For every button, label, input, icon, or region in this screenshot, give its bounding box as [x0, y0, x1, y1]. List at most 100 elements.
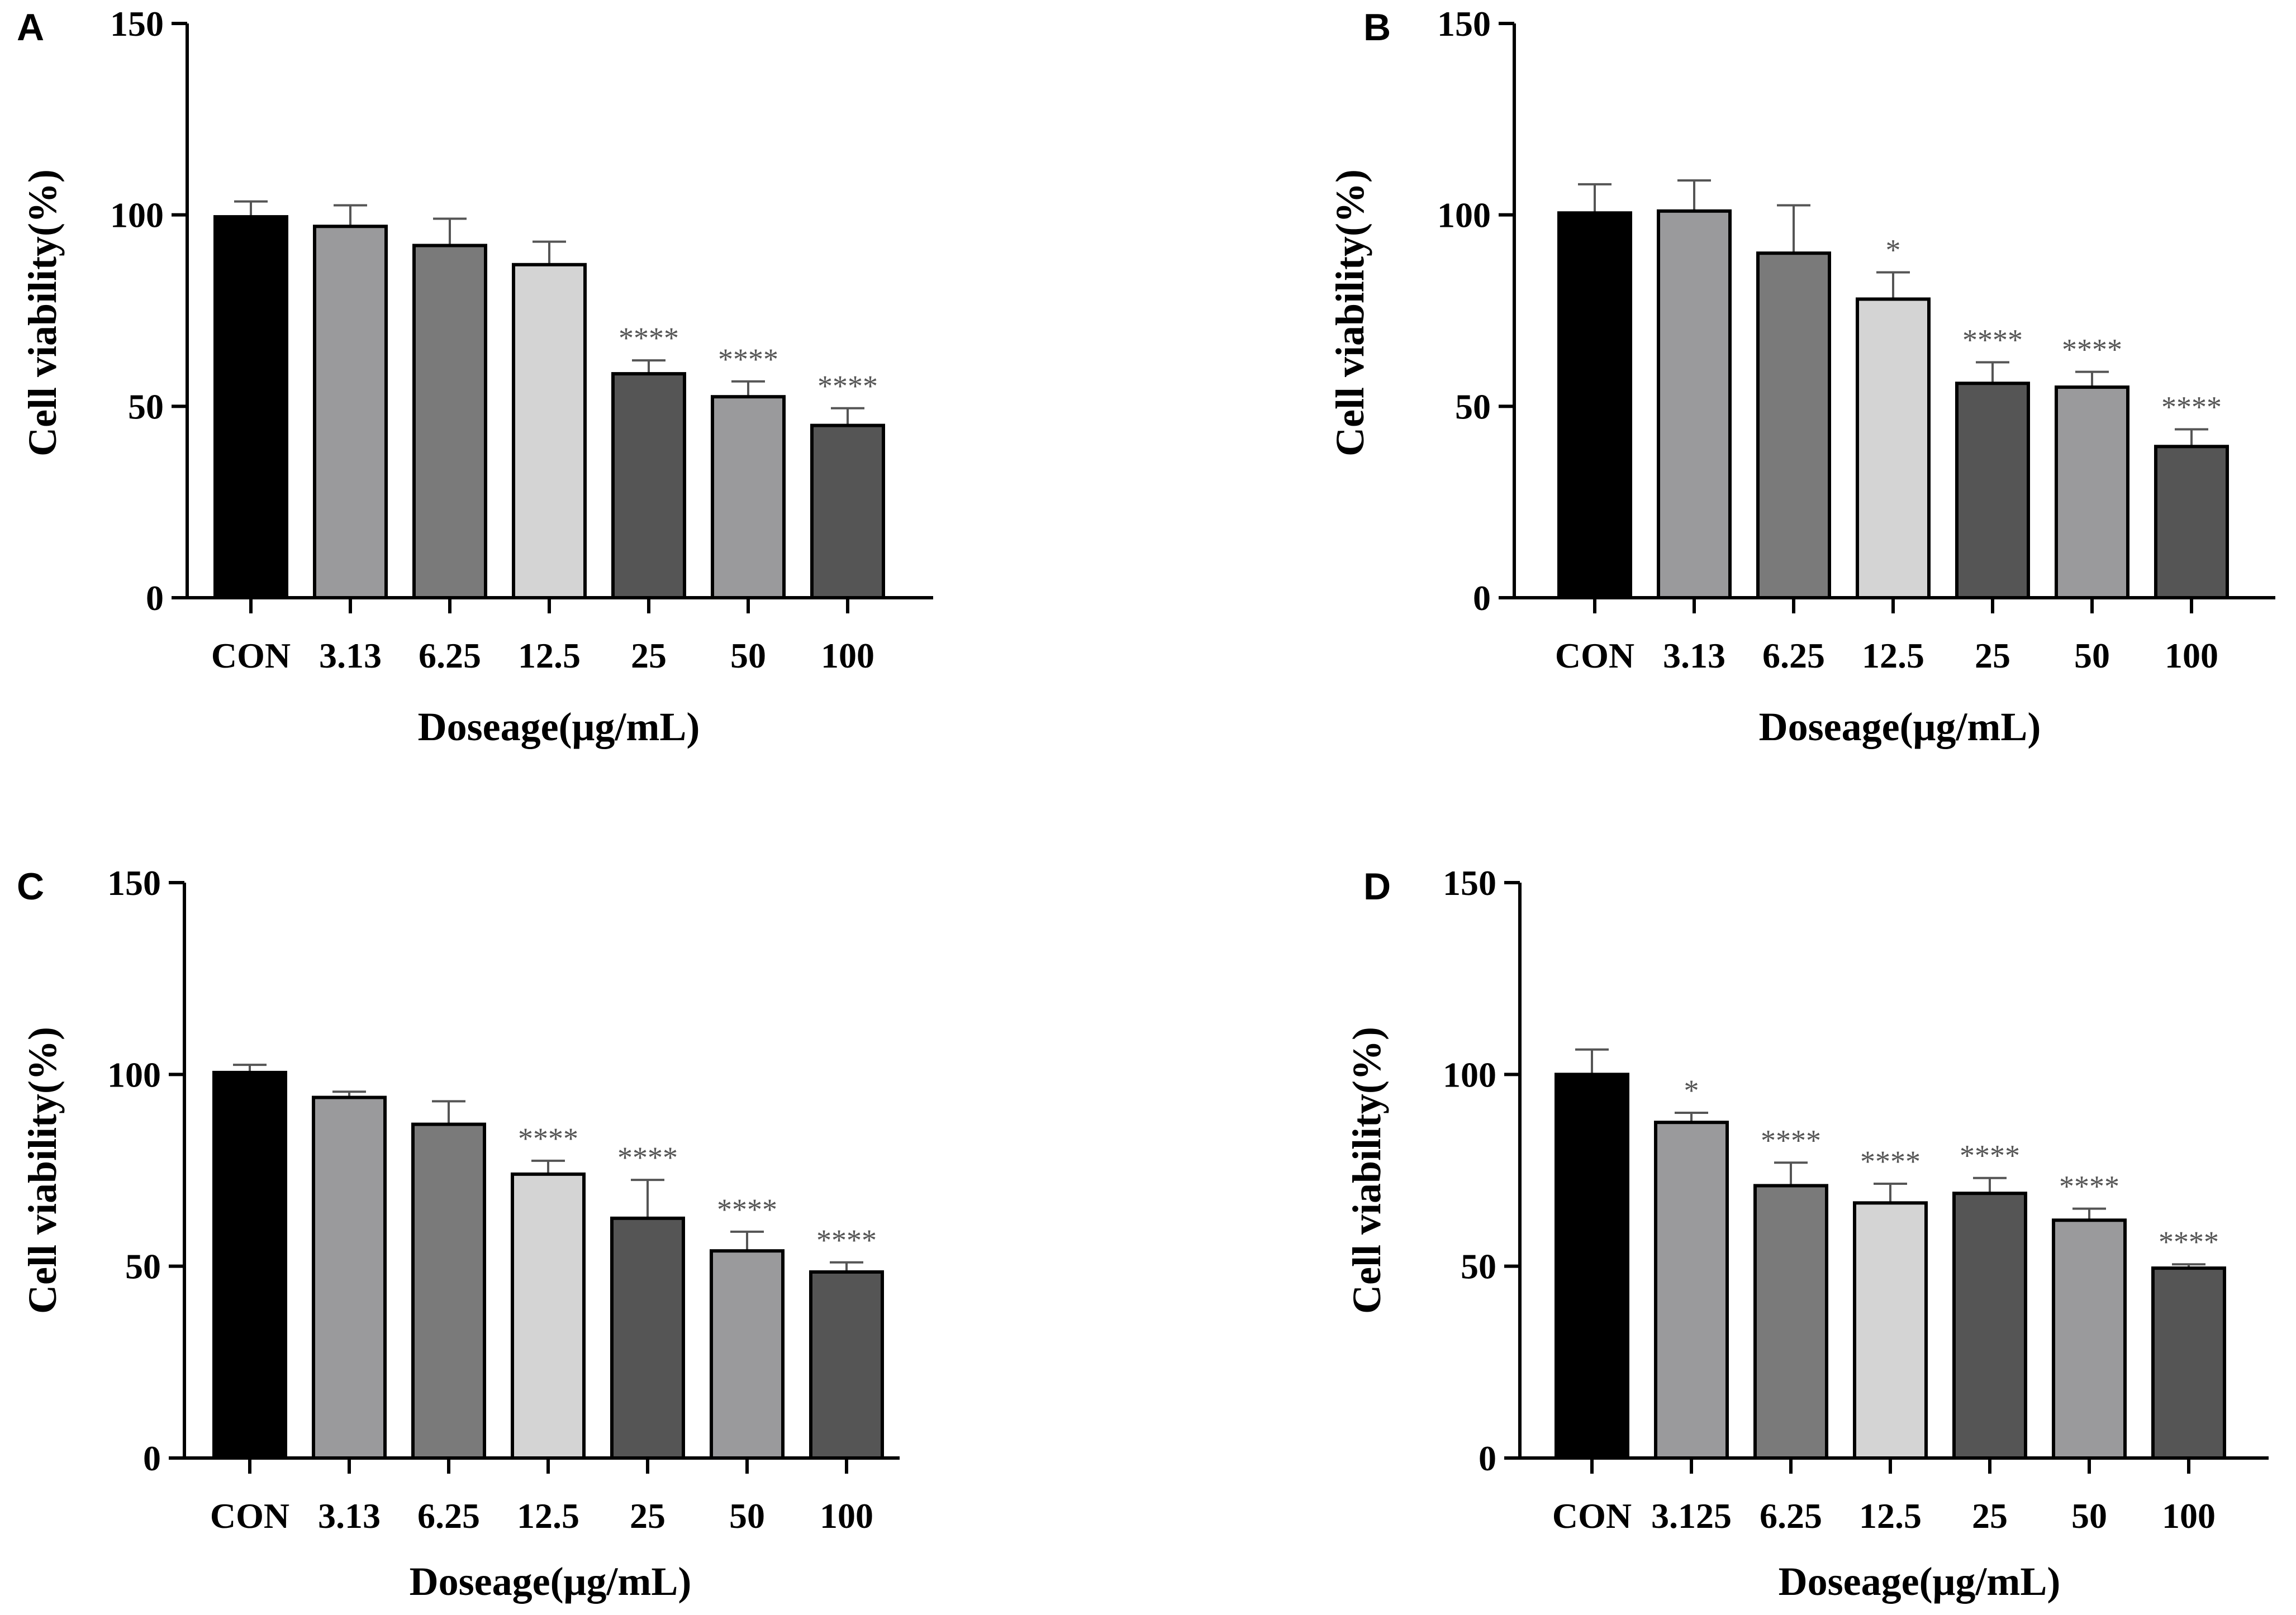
x-tick-label: 100	[2162, 1496, 2216, 1536]
x-tick-label: 6.25	[419, 636, 481, 675]
bar	[312, 1095, 387, 1460]
panel-b: B 0 50 100 150 Cell viability(%) CON 3.13 6.25 12…	[1328, 4, 2275, 749]
significance-label: ****	[1960, 1139, 2020, 1173]
bar	[1654, 1121, 1729, 1460]
significance-label: ****	[2159, 1225, 2219, 1259]
y-tick-label: 50	[125, 1247, 161, 1287]
x-tick-label: 25	[1972, 1496, 2008, 1536]
bar	[610, 1216, 685, 1460]
y-tick-label: 100	[1437, 196, 1491, 235]
bar	[2154, 445, 2229, 599]
bar	[412, 244, 487, 599]
bar	[1557, 211, 1632, 599]
bar	[1657, 209, 1732, 599]
significance-label: ****	[617, 1141, 678, 1174]
y-tick-label: 150	[107, 863, 161, 903]
bar	[1555, 1073, 1629, 1460]
significance-label: ****	[817, 369, 878, 403]
x-tick-label: 6.25	[1762, 636, 1825, 675]
x-tick-label: 25	[1975, 636, 2010, 675]
x-tick-label: 12.5	[1862, 636, 1924, 675]
panel-d: D 0 50 100 150 Cell viability(%) CON 3.125 * 6.25…	[1344, 863, 2269, 1604]
panel-label: B	[1363, 6, 1391, 49]
x-tick-label: 3.13	[1663, 636, 1725, 675]
x-tick-label: CON	[1552, 1496, 1632, 1536]
y-tick-label: 0	[1473, 578, 1491, 618]
bar	[2055, 385, 2129, 599]
y-tick-label: 150	[110, 4, 164, 44]
y-tick-label: 150	[1437, 4, 1491, 44]
x-tick-label: 12.5	[518, 636, 581, 675]
y-tick-label: 0	[1479, 1438, 1496, 1478]
bar	[1952, 1192, 2027, 1460]
x-axis-title: Doseage(μg/mL)	[1759, 704, 2041, 749]
significance-label: *	[1684, 1074, 1699, 1107]
bar	[2052, 1218, 2127, 1460]
x-tick-label: 6.25	[1760, 1496, 1822, 1536]
y-tick-label: 50	[1461, 1247, 1496, 1287]
bar	[810, 423, 885, 599]
bar	[1955, 382, 2030, 599]
x-tick-label: 12.5	[1859, 1496, 1922, 1536]
x-tick-label: CON	[210, 1496, 289, 1536]
bar	[1856, 297, 1931, 599]
x-tick-label: 12.5	[517, 1496, 579, 1536]
significance-label: ****	[2161, 390, 2222, 423]
significance-label: ****	[717, 1193, 777, 1226]
x-axis-title: Doseage(μg/mL)	[418, 704, 700, 749]
bar	[711, 395, 786, 599]
bar	[1756, 251, 1831, 599]
x-tick-label: 3.13	[319, 636, 382, 675]
significance-label: ****	[718, 342, 778, 376]
bar	[411, 1122, 486, 1460]
bar	[2151, 1266, 2226, 1460]
x-tick-label: 25	[631, 636, 667, 675]
bar	[313, 225, 388, 599]
bar	[1853, 1201, 1928, 1460]
y-axis-title: Cell viability(%)	[20, 169, 65, 456]
y-axis-title: Cell viability(%)	[1344, 1027, 1389, 1314]
bar	[512, 263, 587, 599]
x-axis-title: Doseage(μg/mL)	[1779, 1559, 2061, 1604]
y-tick-label: 50	[128, 387, 164, 426]
x-tick-label: 50	[730, 636, 766, 675]
panel-label: C	[17, 865, 44, 908]
y-tick-label: 150	[1443, 863, 1496, 903]
x-tick-label: 100	[820, 1496, 873, 1536]
y-axis-title: Cell viability(%)	[1328, 169, 1372, 456]
x-tick-label: 6.25	[417, 1496, 480, 1536]
y-tick-label: 0	[146, 578, 164, 618]
significance-label: ****	[1962, 323, 2023, 357]
x-tick-label: CON	[211, 636, 291, 675]
y-axis-title: Cell viability(%)	[20, 1027, 65, 1314]
y-tick-label: 100	[1443, 1055, 1496, 1094]
bar	[1753, 1184, 1828, 1460]
significance-label: ****	[816, 1223, 877, 1257]
x-tick-label: 3.125	[1651, 1496, 1732, 1536]
x-tick-label: 50	[2074, 636, 2110, 675]
significance-label: ****	[2062, 333, 2122, 366]
bar	[809, 1270, 884, 1460]
y-tick-label: 50	[1455, 387, 1491, 426]
x-tick-label: 50	[729, 1496, 765, 1536]
x-tick-label: 3.13	[318, 1496, 381, 1536]
bar	[213, 215, 288, 599]
x-tick-label: 25	[630, 1496, 665, 1536]
panel-c: C 0 50 100 150 Cell viability(%) CON 3.13 6.25 12…	[17, 863, 900, 1604]
x-tick-label: 100	[2165, 636, 2218, 675]
x-tick-label: 50	[2071, 1496, 2107, 1536]
panel-label: D	[1363, 865, 1391, 908]
significance-label: *	[1886, 233, 1901, 266]
significance-label: ****	[619, 321, 679, 355]
x-axis-title: Doseage(μg/mL)	[410, 1559, 692, 1604]
significance-label: ****	[1860, 1145, 1921, 1178]
y-tick-label: 100	[107, 1055, 161, 1094]
significance-label: ****	[518, 1122, 578, 1155]
bar	[710, 1249, 785, 1460]
y-tick-label: 100	[110, 196, 164, 235]
panel-label: A	[17, 6, 44, 49]
y-tick-label: 0	[143, 1438, 161, 1478]
significance-label: ****	[1761, 1123, 1821, 1157]
x-tick-label: 100	[821, 636, 874, 675]
significance-label: ****	[2059, 1170, 2119, 1203]
